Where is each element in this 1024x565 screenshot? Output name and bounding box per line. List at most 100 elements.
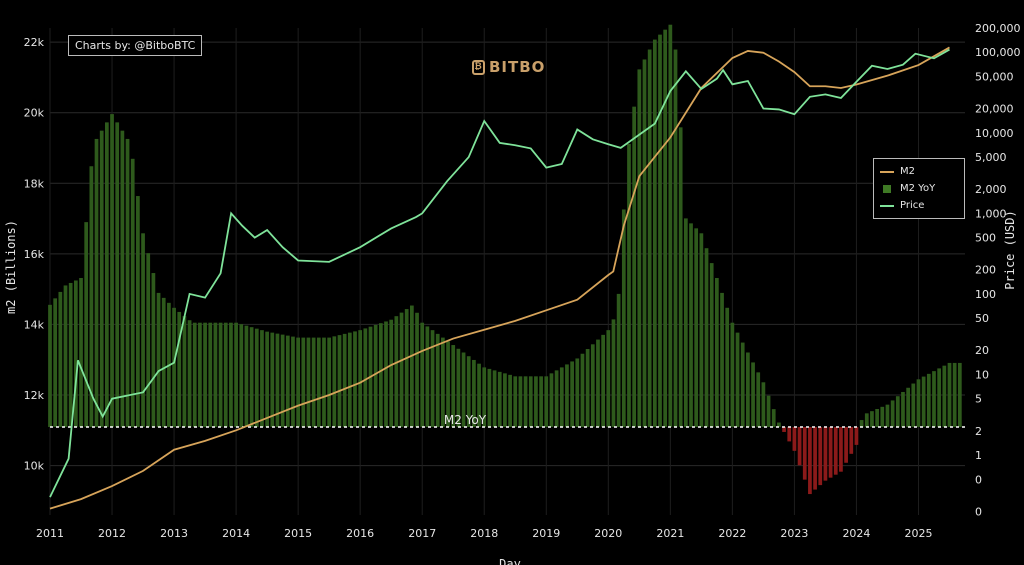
m2-yoy-bar — [337, 335, 342, 427]
m2-yoy-bar — [921, 376, 926, 427]
m2-yoy-bar — [596, 339, 600, 427]
m2-yoy-bar — [689, 223, 693, 427]
legend-swatch-price — [880, 204, 894, 207]
m2-yoy-bar — [906, 387, 910, 427]
m2-yoy-bar — [322, 337, 326, 427]
m2-yoy-bar — [332, 336, 337, 427]
m2-yoy-bar — [663, 29, 668, 428]
y-left-axis-title: m2 (Billions) — [4, 220, 18, 314]
bitbo-logo-icon: ₿ — [472, 59, 485, 75]
y-left-tick-label: 14k — [24, 318, 45, 331]
m2-yoy-bar — [399, 312, 404, 427]
y-right-tick-label: 20 — [975, 344, 989, 357]
y-left-tick-label: 12k — [24, 389, 45, 402]
x-tick-label: 2019 — [532, 527, 560, 540]
m2-yoy-bar — [79, 278, 83, 427]
m2-yoy-bar — [410, 305, 414, 427]
m2-yoy-bar — [48, 304, 52, 427]
price-line — [49, 48, 950, 498]
m2-yoy-bar — [621, 209, 626, 427]
y-right-tick-label: 1,000 — [975, 207, 1007, 220]
m2-yoy-bar — [466, 356, 471, 427]
x-tick-label: 2017 — [408, 527, 436, 540]
m2-yoy-bar — [198, 322, 202, 427]
x-tick-label: 2018 — [470, 527, 498, 540]
m2-yoy-bar — [528, 376, 533, 427]
m2-yoy-bar — [673, 49, 678, 428]
m2-yoy-bar — [136, 196, 140, 427]
m2-yoy-bar — [446, 341, 450, 427]
m2-yoy-bar — [291, 336, 295, 427]
m2-yoy-bar — [389, 319, 394, 427]
y-left-tick-label: 18k — [24, 177, 45, 190]
m2-yoy-bar — [823, 427, 828, 481]
x-tick-label: 2012 — [98, 527, 126, 540]
m2-yoy-bar — [415, 312, 419, 427]
y-left-tick-label: 16k — [24, 248, 45, 261]
m2-yoy-bar — [844, 427, 848, 463]
m2-yoy-bar — [642, 59, 647, 427]
m2-yoy-bar — [239, 324, 244, 427]
m2-yoy-bar — [435, 333, 440, 427]
m2-yoy-bar — [704, 248, 709, 427]
m2-yoy-bar — [425, 326, 430, 427]
m2-yoy-bar — [885, 404, 890, 427]
y-right-tick-label: 5,000 — [975, 151, 1007, 164]
m2-yoy-bar — [802, 427, 807, 480]
y-right-tick-label: 100 — [975, 288, 996, 301]
x-tick-label: 2011 — [36, 527, 64, 540]
y-right-tick-label: 10 — [975, 368, 989, 381]
m2-yoy-bar — [554, 370, 559, 427]
m2-yoy-bar — [859, 420, 864, 427]
m2-yoy-bar — [120, 130, 125, 427]
m2-yoy-bar — [570, 361, 574, 427]
y-right-axis-ticks: 0 0 1 2 5 10 20 50 100 200 500 1,000 2,000 5,000 10,00… — [975, 22, 1021, 518]
m2-yoy-bar — [384, 321, 388, 427]
zero-line-label: M2 YoY — [444, 413, 487, 427]
m2-yoy-bar — [208, 322, 213, 427]
m2-yoy-bar — [265, 331, 269, 427]
m2-yoy-bar — [84, 222, 89, 427]
m2-yoy-bar — [177, 311, 182, 427]
m2-yoy-bar — [280, 334, 285, 427]
y-left-tick-label: 22k — [24, 36, 45, 49]
y-right-tick-label: 5 — [975, 393, 982, 406]
m2-yoy-bar — [787, 427, 792, 442]
m2-yoy-bar — [492, 370, 497, 427]
m2-yoy-bar — [275, 333, 280, 427]
m2-yoy-bar — [218, 322, 223, 427]
m2-yoy-bar — [141, 233, 145, 427]
m2-yoy-bar — [130, 158, 135, 428]
m2-yoy-bar — [223, 322, 228, 427]
m2-yoy-bar — [740, 342, 745, 427]
m2-yoy-bar — [658, 34, 662, 428]
m2-yoy-bar — [508, 374, 512, 427]
m2-yoy-bar — [880, 406, 885, 427]
brand-logo: ₿ BITBO — [472, 58, 545, 76]
m2-yoy-bar — [497, 371, 502, 427]
legend-swatch-m2 — [880, 170, 894, 173]
m2-yoy-bar — [575, 358, 580, 427]
y-right-tick-label: 200 — [975, 264, 996, 277]
y-right-tick-label: 50,000 — [975, 70, 1014, 83]
y-right-tick-label: 10,000 — [975, 127, 1014, 140]
m2-yoy-bar — [451, 345, 456, 427]
chart-credit: Charts by: @BitboBTC — [68, 35, 203, 56]
m2-yoy-bar — [678, 127, 683, 427]
x-tick-label: 2020 — [594, 527, 622, 540]
m2-yoy-bar — [503, 373, 507, 427]
m2-yoy-bar — [647, 49, 652, 428]
m2-yoy-bar — [125, 138, 130, 427]
m2-yoy-bar — [539, 376, 543, 427]
m2-yoy-bar — [735, 332, 740, 427]
m2-yoy-bar — [668, 24, 673, 427]
m2-yoy-bar — [260, 330, 264, 427]
m2-yoy-bar — [590, 344, 595, 427]
m2-yoy-bar — [890, 400, 895, 427]
legend-item-m2-yoy: M2 YoY — [880, 180, 958, 197]
x-tick-label: 2014 — [222, 527, 250, 540]
m2-yoy-bar — [378, 323, 383, 427]
m2-yoy-bar — [709, 263, 714, 427]
m2-yoy-bar — [875, 408, 879, 427]
m2-yoy-bar — [172, 307, 176, 427]
